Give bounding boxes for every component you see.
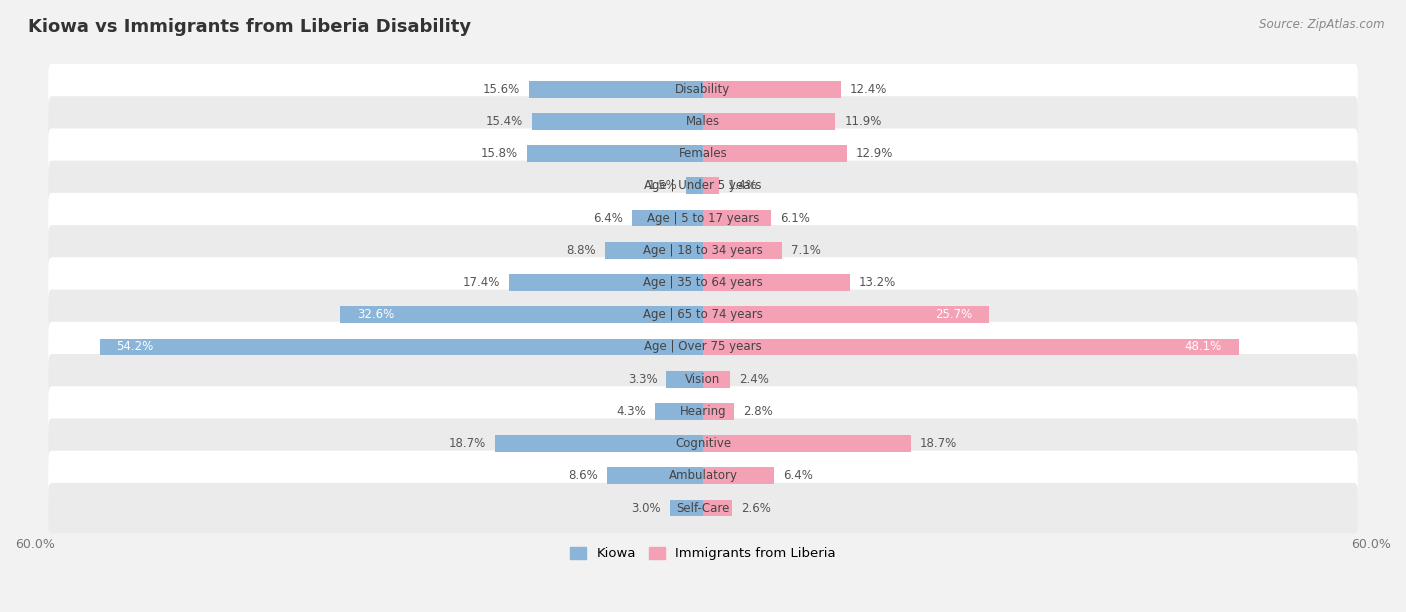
Bar (527, 145, 703, 162)
Bar (703, 274, 851, 291)
Bar (703, 177, 718, 194)
Bar (703, 113, 835, 130)
Text: Age | 65 to 74 years: Age | 65 to 74 years (643, 308, 763, 321)
Text: Source: ZipAtlas.com: Source: ZipAtlas.com (1260, 18, 1385, 31)
Text: 3.3%: 3.3% (627, 373, 658, 386)
Text: 4.3%: 4.3% (616, 405, 647, 418)
Text: 7.1%: 7.1% (792, 244, 821, 257)
Text: 12.9%: 12.9% (855, 147, 893, 160)
FancyBboxPatch shape (48, 96, 1358, 146)
Bar (703, 338, 1239, 356)
FancyBboxPatch shape (48, 257, 1358, 308)
Text: Age | 5 to 17 years: Age | 5 to 17 years (647, 212, 759, 225)
Text: 8.6%: 8.6% (568, 469, 599, 482)
Text: 1.5%: 1.5% (648, 179, 678, 192)
Text: Age | Over 75 years: Age | Over 75 years (644, 340, 762, 353)
Bar (655, 403, 703, 420)
Text: 6.4%: 6.4% (783, 469, 813, 482)
Bar (703, 468, 775, 484)
FancyBboxPatch shape (48, 193, 1358, 243)
Bar (495, 435, 703, 452)
Text: 18.7%: 18.7% (449, 437, 486, 450)
Text: Disability: Disability (675, 83, 731, 95)
Text: 2.8%: 2.8% (744, 405, 773, 418)
FancyBboxPatch shape (48, 419, 1358, 469)
Bar (703, 435, 911, 452)
Text: Females: Females (679, 147, 727, 160)
FancyBboxPatch shape (48, 225, 1358, 275)
Text: Males: Males (686, 115, 720, 128)
Text: Age | 18 to 34 years: Age | 18 to 34 years (643, 244, 763, 257)
Text: 3.0%: 3.0% (631, 501, 661, 515)
Bar (666, 371, 703, 387)
Bar (703, 210, 770, 226)
Text: 18.7%: 18.7% (920, 437, 957, 450)
Text: 13.2%: 13.2% (859, 276, 896, 289)
Text: Kiowa vs Immigrants from Liberia Disability: Kiowa vs Immigrants from Liberia Disabil… (28, 18, 471, 36)
Bar (631, 210, 703, 226)
FancyBboxPatch shape (48, 64, 1358, 114)
Text: 12.4%: 12.4% (851, 83, 887, 95)
Bar (703, 403, 734, 420)
Text: 1.4%: 1.4% (727, 179, 758, 192)
Text: Age | Under 5 years: Age | Under 5 years (644, 179, 762, 192)
Text: 6.1%: 6.1% (780, 212, 810, 225)
Text: 15.8%: 15.8% (481, 147, 519, 160)
FancyBboxPatch shape (48, 354, 1358, 405)
Bar (703, 81, 841, 97)
FancyBboxPatch shape (48, 129, 1358, 179)
FancyBboxPatch shape (48, 386, 1358, 436)
Bar (703, 499, 733, 517)
Text: 15.6%: 15.6% (484, 83, 520, 95)
Bar (340, 307, 703, 323)
Text: 11.9%: 11.9% (845, 115, 882, 128)
Bar (669, 499, 703, 517)
Text: 8.8%: 8.8% (567, 244, 596, 257)
Bar (703, 307, 990, 323)
Bar (686, 177, 703, 194)
FancyBboxPatch shape (48, 161, 1358, 211)
FancyBboxPatch shape (48, 450, 1358, 501)
Text: Cognitive: Cognitive (675, 437, 731, 450)
Bar (703, 371, 730, 387)
Text: 32.6%: 32.6% (357, 308, 394, 321)
Bar (703, 242, 782, 259)
Text: 2.4%: 2.4% (738, 373, 769, 386)
Text: 17.4%: 17.4% (463, 276, 501, 289)
Bar (100, 338, 703, 356)
Bar (607, 468, 703, 484)
Bar (531, 113, 703, 130)
Text: Ambulatory: Ambulatory (668, 469, 738, 482)
Text: 15.4%: 15.4% (485, 115, 523, 128)
Text: 48.1%: 48.1% (1185, 340, 1222, 353)
Bar (529, 81, 703, 97)
FancyBboxPatch shape (48, 289, 1358, 340)
Bar (509, 274, 703, 291)
Text: Self-Care: Self-Care (676, 501, 730, 515)
Legend: Kiowa, Immigrants from Liberia: Kiowa, Immigrants from Liberia (565, 542, 841, 565)
Text: 25.7%: 25.7% (935, 308, 973, 321)
Text: Vision: Vision (685, 373, 721, 386)
FancyBboxPatch shape (48, 483, 1358, 533)
Text: 6.4%: 6.4% (593, 212, 623, 225)
Text: Age | 35 to 64 years: Age | 35 to 64 years (643, 276, 763, 289)
Bar (605, 242, 703, 259)
Text: 54.2%: 54.2% (117, 340, 153, 353)
Bar (703, 145, 846, 162)
Text: 2.6%: 2.6% (741, 501, 770, 515)
FancyBboxPatch shape (48, 322, 1358, 372)
Text: Hearing: Hearing (679, 405, 727, 418)
